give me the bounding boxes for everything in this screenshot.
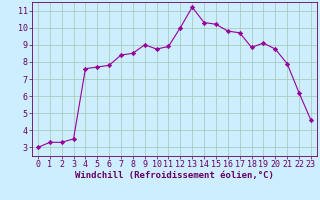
X-axis label: Windchill (Refroidissement éolien,°C): Windchill (Refroidissement éolien,°C) (75, 171, 274, 180)
